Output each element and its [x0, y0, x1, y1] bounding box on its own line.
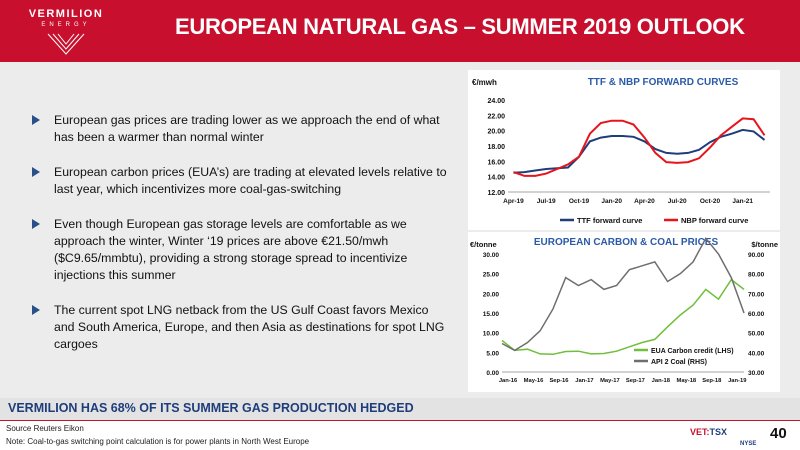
- header-bar: VERMILION ENERGY EUROPEAN NATURAL GAS – …: [0, 0, 800, 62]
- page-number: 40: [770, 425, 787, 442]
- x-tick-label: Sep-18: [702, 378, 722, 384]
- x-tick-label: Apr-20: [634, 198, 655, 205]
- y-tick-label-right: 80.00: [748, 272, 765, 279]
- y-axis-label-right: $/tonne: [751, 240, 778, 249]
- y-tick-label-left: 30.00: [483, 252, 500, 259]
- carbon-coal-chart: EUROPEAN CARBON & COAL PRICES €/tonne $/to…: [470, 236, 778, 384]
- y-tick-label-right: 60.00: [748, 311, 765, 318]
- x-tick-label: Jan-18: [652, 378, 671, 384]
- legend-label: TTF forward curve: [577, 216, 642, 225]
- x-tick-label: Oct-19: [569, 198, 590, 205]
- x-tick-label: May-17: [600, 378, 620, 384]
- bullet-arrow-icon: [32, 219, 40, 229]
- legend-label: EUA Carbon credit (LHS): [651, 348, 734, 355]
- y-tick-label: 18.00: [487, 144, 505, 151]
- x-tick-label: Oct-20: [700, 198, 721, 205]
- bullet-arrow-icon: [32, 305, 40, 315]
- hedged-banner-text: VERMILION HAS 68% OF ITS SUMMER GAS PROD…: [8, 401, 414, 415]
- chart-title: TTF & NBP FORWARD CURVES: [588, 77, 739, 88]
- logo-subtitle: ENERGY: [41, 22, 91, 28]
- y-tick-label-right: 30.00: [748, 370, 765, 377]
- ttf-nbp-chart-panel: TTF & NBP FORWARD CURVES €/mwh 24.00 22.00 2…: [468, 70, 780, 230]
- series-line: [513, 117, 766, 177]
- x-tick-label: Jan-17: [575, 378, 593, 384]
- y-tick-label-left: 10.00: [483, 331, 500, 338]
- y-tick-label: 12.00: [487, 190, 505, 197]
- x-tick-label: Apr-19: [503, 198, 524, 205]
- bullet-arrow-icon: [32, 115, 40, 125]
- ticker-tsx: TSX: [709, 427, 728, 437]
- bullet-item: The current spot LNG netback from the US…: [32, 302, 452, 353]
- series-line: [501, 278, 745, 356]
- ticker-nyse: NYSE: [740, 441, 757, 447]
- x-tick-label: Jan-21: [732, 198, 753, 205]
- y-tick-label-left: 25.00: [483, 272, 500, 279]
- series-line: [513, 128, 766, 174]
- y-tick-label: 16.00: [487, 159, 505, 166]
- series-line: [501, 236, 745, 352]
- content-area: European gas prices are trading lower as…: [0, 62, 800, 398]
- footnote: Note: Coal-to-gas switching point calcul…: [6, 437, 310, 446]
- logo-mark-icon: [47, 33, 85, 55]
- legend-label: API 2 Coal (RHS): [651, 359, 707, 366]
- y-tick-label: 24.00: [487, 98, 505, 105]
- x-tick-label: Jul-19: [537, 198, 556, 205]
- y-tick-label-left: 5.00: [486, 350, 499, 357]
- y-tick-label-left: 0.00: [486, 370, 499, 377]
- y-tick-label-left: 15.00: [483, 311, 500, 318]
- footer-divider: [0, 420, 800, 421]
- x-tick-label: Jul-20: [668, 198, 687, 205]
- x-tick-label: Jan-20: [601, 198, 622, 205]
- page-title: EUROPEAN NATURAL GAS – SUMMER 2019 OUTLO…: [175, 14, 745, 39]
- y-tick-label: 22.00: [487, 113, 505, 120]
- y-axis-label: €/mwh: [472, 78, 497, 87]
- logo-name: VERMILION: [28, 8, 104, 20]
- bullet-list: European gas prices are trading lower as…: [32, 112, 452, 371]
- bullet-item: Even though European gas storage levels …: [32, 216, 452, 284]
- y-tick-label: 14.00: [487, 175, 505, 182]
- bullet-text: Even though European gas storage levels …: [54, 217, 408, 282]
- bullet-text: European gas prices are trading lower as…: [54, 113, 440, 144]
- bullet-arrow-icon: [32, 167, 40, 177]
- y-tick-label-right: 90.00: [748, 252, 765, 259]
- y-axis-label-left: €/tonne: [470, 240, 497, 249]
- bullet-text: The current spot LNG netback from the US…: [54, 303, 445, 351]
- company-logo: VERMILION ENERGY: [0, 0, 132, 62]
- stock-tickers: VET:TSX: [690, 427, 727, 437]
- hedged-banner: VERMILION HAS 68% OF ITS SUMMER GAS PROD…: [0, 398, 800, 420]
- legend-label: NBP forward curve: [681, 216, 748, 225]
- x-tick-label: Jan-19: [728, 378, 747, 384]
- x-tick-label: Sep-17: [626, 378, 645, 384]
- y-tick-label-right: 70.00: [748, 291, 765, 298]
- x-tick-label: Sep-16: [549, 378, 569, 384]
- bullet-text: European carbon prices (EUA’s) are tradi…: [54, 165, 447, 196]
- x-tick-label: Jan-16: [499, 378, 518, 384]
- carbon-coal-chart-panel: EUROPEAN CARBON & COAL PRICES €/tonne $/to…: [468, 232, 780, 392]
- x-tick-label: May-18: [676, 378, 696, 384]
- bullet-item: European carbon prices (EUA’s) are tradi…: [32, 164, 452, 198]
- chart-title: EUROPEAN CARBON & COAL PRICES: [534, 237, 719, 248]
- source-note: Source Reuters Eikon: [6, 424, 84, 433]
- y-tick-label: 20.00: [487, 129, 505, 136]
- ttf-nbp-chart: TTF & NBP FORWARD CURVES €/mwh 24.00 22.00 2…: [472, 77, 770, 225]
- bullet-item: European gas prices are trading lower as…: [32, 112, 452, 146]
- y-tick-label-right: 50.00: [748, 331, 765, 338]
- y-tick-label-left: 20.00: [483, 291, 500, 298]
- ticker-vet: VET:: [690, 427, 710, 437]
- y-tick-label-right: 40.00: [748, 350, 765, 357]
- x-tick-label: May-16: [524, 378, 544, 384]
